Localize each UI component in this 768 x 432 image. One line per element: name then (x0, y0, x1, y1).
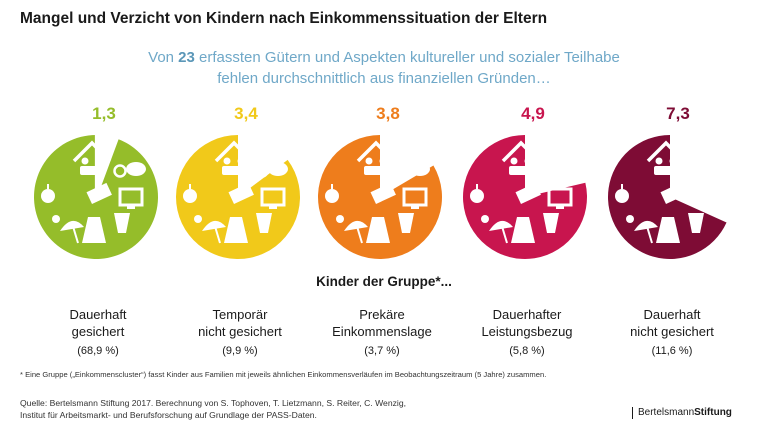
value-label: 7,3 (666, 104, 690, 123)
jacket-icon (224, 217, 248, 243)
subtitle-prefix: Von (148, 49, 179, 66)
apple-icon (41, 184, 55, 203)
apple-icon (470, 184, 484, 203)
category-label-line2: gesichert (71, 324, 125, 339)
category-label-line1: Prekäre (359, 307, 405, 322)
apple-icon (325, 184, 339, 203)
category-label-line1: Dauerhaft (643, 307, 701, 322)
value-label: 4,9 (521, 104, 545, 123)
category-label-line2: Einkommenslage (332, 324, 432, 339)
sun-icon (52, 215, 60, 223)
source-note: Quelle: Bertelsmann Stiftung 2017. Berec… (20, 397, 540, 421)
clothes-icon (398, 213, 414, 233)
category-label: Dauerhaft nicht gesichert (602, 306, 742, 340)
clothes-icon (114, 213, 130, 233)
source-line-2: Institut für Arbeitsmarkt- und Berufsfor… (20, 410, 317, 420)
group-share: (5,8 %) (509, 345, 545, 357)
pie-group-4: 4,9 (463, 104, 591, 259)
group-share: (9,9 %) (222, 345, 258, 357)
apple-icon (183, 184, 197, 203)
pie-group-2: 3,4 (176, 104, 300, 259)
source-line-1: Quelle: Bertelsmann Stiftung 2017. Berec… (20, 398, 406, 408)
sun-icon (194, 215, 202, 223)
computer-icon (118, 187, 144, 209)
jacket-icon (511, 217, 535, 243)
clothes-icon (688, 213, 704, 233)
subtitle-line2: fehlen durchschnittlich aus finanziellen… (217, 70, 551, 87)
value-label: 3,8 (376, 104, 400, 123)
beach-umbrella-icon (202, 220, 226, 244)
subtitle-number: 23 (178, 49, 195, 66)
pie-charts: 1,3 3,4 3,8 4,9 7,3 (33, 104, 739, 259)
chart-title: Mangel und Verzicht von Kindern nach Ein… (20, 10, 548, 27)
group-share: (3,7 %) (364, 345, 400, 357)
jacket-icon (656, 217, 680, 243)
group-share: (68,9 %) (77, 345, 119, 357)
computer-icon (402, 187, 428, 209)
beach-umbrella-icon (634, 220, 658, 244)
group-share: (11,6 %) (651, 345, 693, 357)
pie-group-3: 3,8 (318, 104, 442, 259)
clothes-icon (256, 213, 272, 233)
group-heading: Kinder der Gruppe*... (316, 274, 452, 289)
beach-umbrella-icon (60, 220, 84, 244)
computer-icon (260, 187, 286, 209)
subtitle-rest: erfassten Gütern und Aspekten kulturelle… (194, 49, 620, 66)
category-label-line1: Temporär (212, 307, 268, 322)
pie-group-5: 7,3 (607, 104, 739, 259)
apple-icon (615, 184, 629, 203)
category-label-line2: nicht gesichert (198, 324, 282, 339)
pie-slice-missing (672, 130, 739, 223)
category-label-line1: Dauerhafter (492, 307, 562, 322)
category-label: Prekäre Einkommenslage (312, 306, 452, 340)
piggy-bank-icon (126, 162, 146, 176)
category-label-line2: Leistungsbezug (481, 324, 573, 339)
jacket-icon (82, 217, 106, 243)
pie-slice-missing (526, 129, 591, 196)
category-label-line1: Dauerhaft (69, 307, 127, 322)
sun-icon (481, 215, 489, 223)
logo-part2: Stiftung (694, 407, 732, 418)
footnote: * Eine Gruppe („Einkommenscluster“) fass… (20, 370, 547, 379)
beach-umbrella-icon (489, 220, 513, 244)
computer-icon (547, 187, 573, 209)
coin-icon (113, 164, 127, 178)
value-label: 3,4 (234, 104, 258, 123)
pie-slice-missing (238, 128, 293, 197)
jacket-icon (366, 217, 390, 243)
bertelsmann-stiftung-logo: BertelsmannStiftung (632, 407, 732, 419)
sun-icon (336, 215, 344, 223)
category-label: Temporär nicht gesichert (170, 306, 310, 340)
value-label: 1,3 (92, 104, 116, 123)
category-label: Dauerhafter Leistungsbezug (457, 306, 597, 340)
beach-umbrella-icon (344, 220, 368, 244)
pie-slice-missing (380, 128, 439, 197)
logo-part1: Bertelsmann (638, 407, 695, 418)
pie-slice-missing (94, 128, 122, 193)
chart-subtitle: Von 23 erfassten Gütern und Aspekten kul… (0, 47, 768, 89)
pie-group-1: 1,3 (33, 104, 158, 259)
kino-ticket-icon (86, 182, 112, 204)
category-label-line2: nicht gesichert (630, 324, 714, 339)
sun-icon (626, 215, 634, 223)
category-label: Dauerhaft gesichert (28, 306, 168, 340)
clothes-icon (543, 213, 559, 233)
